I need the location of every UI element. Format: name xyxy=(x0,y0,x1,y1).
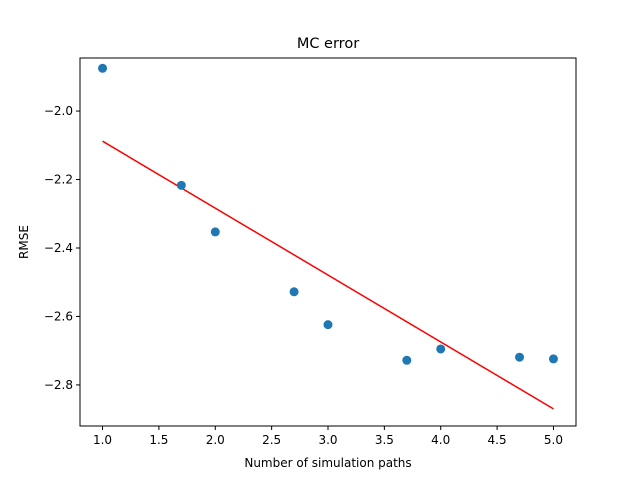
data-point xyxy=(402,355,412,365)
data-point xyxy=(289,287,299,297)
y-axis-label: RMSE xyxy=(17,225,31,259)
y-tick-label: −2.4 xyxy=(44,241,73,255)
x-tick-label: 3.5 xyxy=(375,433,394,447)
y-tick-label: −2.8 xyxy=(44,378,73,392)
x-tick-label: 1.0 xyxy=(93,433,112,447)
y-tick-label: −2.2 xyxy=(44,173,73,187)
data-point xyxy=(98,63,108,73)
data-point xyxy=(210,227,220,237)
x-tick-label: 1.5 xyxy=(149,433,168,447)
chart-title: MC error xyxy=(297,36,359,52)
x-tick-label: 5.0 xyxy=(544,433,563,447)
plot-area xyxy=(98,63,558,410)
x-tick-label: 2.5 xyxy=(262,433,281,447)
data-point xyxy=(323,320,333,330)
x-tick-label: 2.0 xyxy=(206,433,225,447)
tick-layer: 1.0 1.5 2.0 2.5 3.0 3.5 4.0 4.5 5.0 −2.8 −2.6 −2.4 −… xyxy=(44,104,563,447)
x-tick-label: 3.0 xyxy=(318,433,337,447)
y-tick-label: −2.0 xyxy=(44,104,73,118)
data-point xyxy=(176,180,186,190)
axes-frame xyxy=(79,57,577,427)
data-point xyxy=(515,352,525,362)
data-point xyxy=(436,344,446,354)
y-tick-label: −2.6 xyxy=(44,309,73,323)
x-tick-label: 4.5 xyxy=(488,433,507,447)
x-axis-label: Number of simulation paths xyxy=(244,456,411,470)
data-point xyxy=(548,354,558,364)
x-tick-label: 4.0 xyxy=(431,433,450,447)
